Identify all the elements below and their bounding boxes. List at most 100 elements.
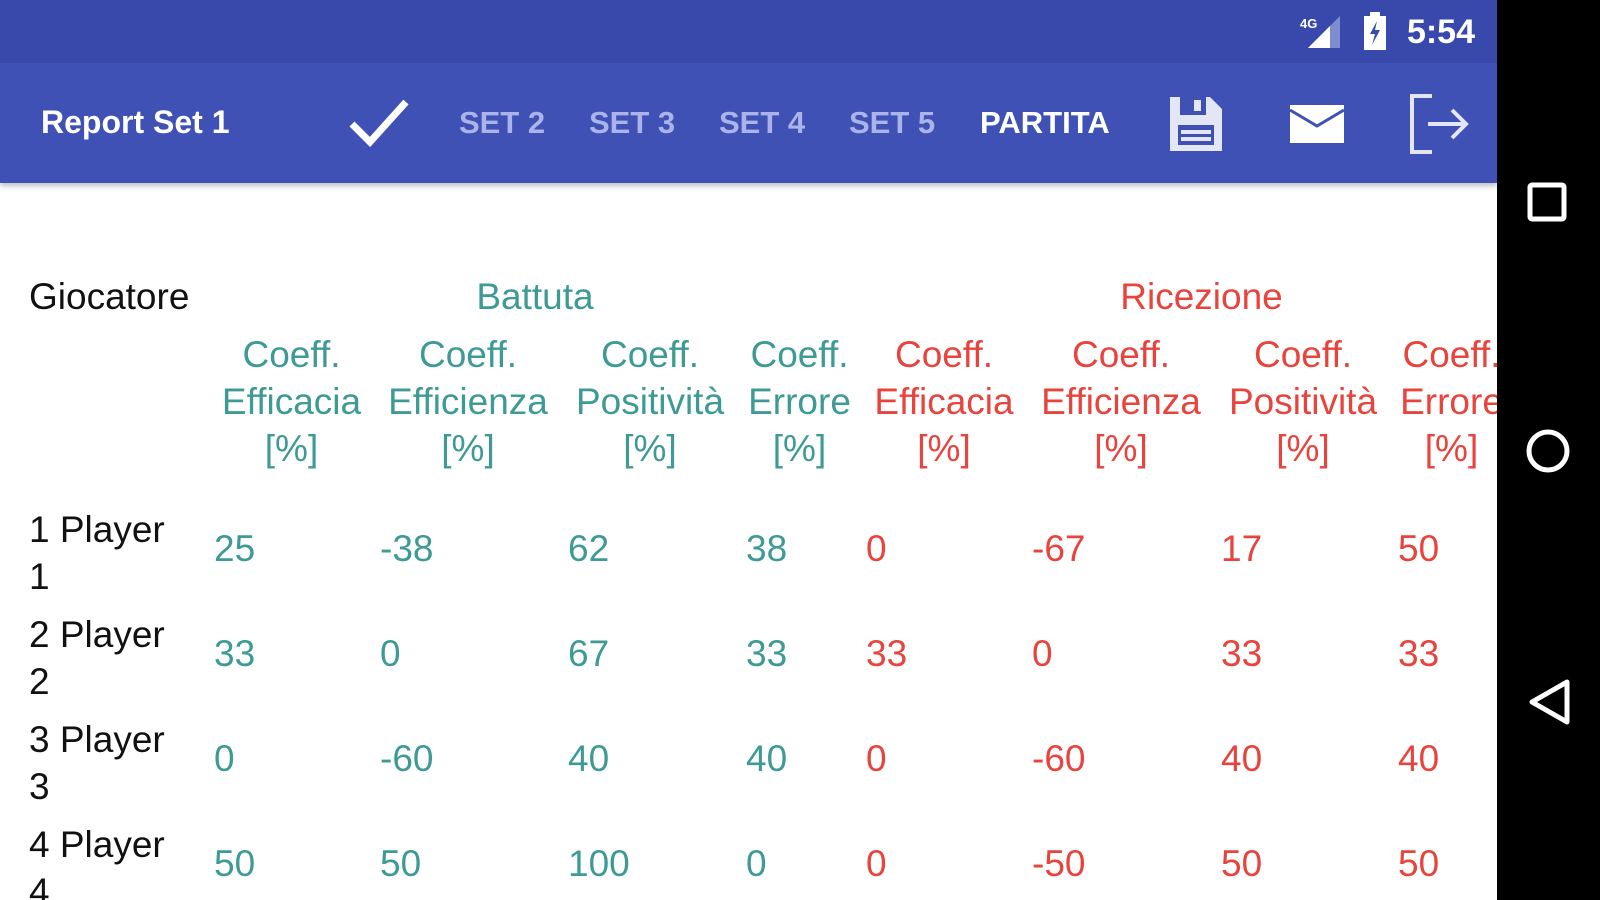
table-cell: 0 bbox=[214, 738, 235, 779]
table-cell: 17 bbox=[1221, 528, 1263, 569]
table-cell: 33 bbox=[1398, 633, 1440, 674]
column-header-unit: [%] bbox=[1424, 428, 1479, 469]
column-header: Coeff. Efficienza [%] bbox=[380, 331, 556, 472]
column-header-unit: [%] bbox=[1094, 428, 1148, 469]
home-circle-icon[interactable] bbox=[1525, 428, 1571, 474]
table-cell: 0 bbox=[1032, 633, 1053, 674]
column-header-line2: Errore bbox=[748, 381, 851, 422]
column-header: Coeff. Errore [%] bbox=[1398, 331, 1497, 472]
player-name-line1: 3 Player bbox=[29, 719, 165, 760]
exit-icon[interactable] bbox=[1408, 93, 1472, 155]
save-icon[interactable] bbox=[1168, 95, 1224, 153]
column-header-unit: [%] bbox=[441, 428, 495, 469]
column-header-line2: Efficacia bbox=[221, 381, 362, 422]
column-header-unit: [%] bbox=[1276, 428, 1330, 469]
tab-set-5[interactable]: SET 5 bbox=[849, 105, 936, 140]
table-cell: 33 bbox=[1221, 633, 1263, 674]
status-bar: 4G 5:54 bbox=[0, 0, 1497, 63]
column-header: Coeff. Efficienza [%] bbox=[1032, 331, 1210, 472]
toolbar: Report Set 1 SET 2 SET 3 SET 4 SET 5 PAR… bbox=[0, 63, 1497, 183]
column-header-line1: Coeff. bbox=[894, 334, 994, 375]
player-name-line2: 3 bbox=[29, 766, 50, 807]
column-header-line1: Coeff. bbox=[1253, 334, 1353, 375]
column-header-line1: Coeff. bbox=[750, 334, 849, 375]
column-header: Coeff. Positività [%] bbox=[1221, 331, 1385, 472]
column-header-line1: Coeff. bbox=[418, 334, 518, 375]
column-header-line1: Coeff. bbox=[242, 334, 341, 375]
table-cell: 62 bbox=[568, 528, 610, 569]
table-cell: -38 bbox=[380, 528, 434, 569]
column-header-unit: [%] bbox=[772, 428, 827, 469]
table-cell: 33 bbox=[214, 633, 256, 674]
column-header-unit: [%] bbox=[264, 428, 319, 469]
table-cell: 40 bbox=[746, 738, 788, 779]
player-name-line2: 2 bbox=[29, 661, 50, 702]
table-cell: 40 bbox=[1221, 738, 1263, 779]
column-header-line2: Efficienza bbox=[388, 381, 548, 422]
column-header: Coeff. Efficacia [%] bbox=[214, 331, 369, 472]
signal-icon: 4G bbox=[1300, 16, 1340, 48]
column-header-line2: Efficienza bbox=[1041, 381, 1201, 422]
group-battuta: Battuta bbox=[476, 276, 594, 317]
column-header-line2: Positività bbox=[575, 381, 725, 422]
tab-set-4[interactable]: SET 4 bbox=[719, 105, 806, 140]
report-table: Giocatore Battuta Ricezione Coeff. Effic… bbox=[0, 183, 1497, 900]
recents-square-icon[interactable] bbox=[1527, 182, 1567, 222]
column-header: Coeff. Errore [%] bbox=[746, 331, 853, 472]
table-cell: 50 bbox=[214, 843, 256, 884]
column-header: Coeff. Efficacia [%] bbox=[866, 331, 1022, 472]
table-cell: 0 bbox=[380, 633, 401, 674]
table-cell: 40 bbox=[1398, 738, 1440, 779]
table-cell: -60 bbox=[380, 738, 434, 779]
navigation-bar bbox=[1497, 0, 1600, 900]
toolbar-title: Report Set 1 bbox=[41, 104, 230, 140]
player-name-line2: 4 bbox=[29, 871, 50, 900]
table-cell: 100 bbox=[568, 843, 630, 884]
table-cell: -50 bbox=[1032, 843, 1086, 884]
back-triangle-icon[interactable] bbox=[1527, 678, 1571, 726]
column-header-line1: Coeff. bbox=[1402, 334, 1497, 375]
table-cell: 0 bbox=[866, 738, 887, 779]
column-header: Coeff. Positività [%] bbox=[568, 331, 732, 472]
table-cell: -67 bbox=[1032, 528, 1086, 569]
clock: 5:54 bbox=[1406, 13, 1475, 51]
table-cell: 50 bbox=[380, 843, 422, 884]
table-cell: 50 bbox=[1398, 843, 1440, 884]
column-header-line1: Coeff. bbox=[600, 334, 700, 375]
player-header: Giocatore bbox=[29, 276, 190, 317]
column-header-unit: [%] bbox=[917, 428, 971, 469]
tab-set-2[interactable]: SET 2 bbox=[459, 105, 546, 140]
battery-charging-icon bbox=[1364, 12, 1386, 50]
tab-set-3[interactable]: SET 3 bbox=[589, 105, 676, 140]
table-cell: 0 bbox=[746, 843, 767, 884]
table-cell: 50 bbox=[1221, 843, 1263, 884]
player-name: 3 Player 3 bbox=[29, 716, 165, 810]
player-name: 1 Player 1 bbox=[29, 506, 165, 600]
player-name: 4 Player 4 bbox=[29, 821, 165, 900]
player-name: 2 Player 2 bbox=[29, 611, 165, 705]
column-header-line2: Positività bbox=[1228, 381, 1378, 422]
table-cell: 25 bbox=[214, 528, 256, 569]
mail-icon[interactable] bbox=[1289, 104, 1345, 144]
table-cell: 0 bbox=[866, 528, 887, 569]
table-cell: 33 bbox=[746, 633, 788, 674]
svg-text:4G: 4G bbox=[1300, 16, 1317, 31]
player-name-line1: 4 Player bbox=[29, 824, 165, 865]
table-cell: -60 bbox=[1032, 738, 1086, 779]
column-header-line2: Errore bbox=[1400, 381, 1497, 422]
table-cell: 38 bbox=[746, 528, 788, 569]
table-cell: 67 bbox=[568, 633, 610, 674]
player-name-line1: 1 Player bbox=[29, 509, 165, 550]
group-ricezione: Ricezione bbox=[1120, 276, 1283, 317]
table-cell: 50 bbox=[1398, 528, 1440, 569]
check-icon[interactable] bbox=[348, 96, 410, 148]
column-header-unit: [%] bbox=[623, 428, 677, 469]
player-name-line2: 1 bbox=[29, 556, 50, 597]
table-cell: 0 bbox=[866, 843, 887, 884]
tab-partita[interactable]: PARTITA bbox=[980, 105, 1110, 140]
column-header-line2: Efficacia bbox=[874, 381, 1014, 422]
player-name-line1: 2 Player bbox=[29, 614, 165, 655]
table-cell: 33 bbox=[866, 633, 908, 674]
table-cell: 40 bbox=[568, 738, 610, 779]
column-header-line1: Coeff. bbox=[1071, 334, 1171, 375]
